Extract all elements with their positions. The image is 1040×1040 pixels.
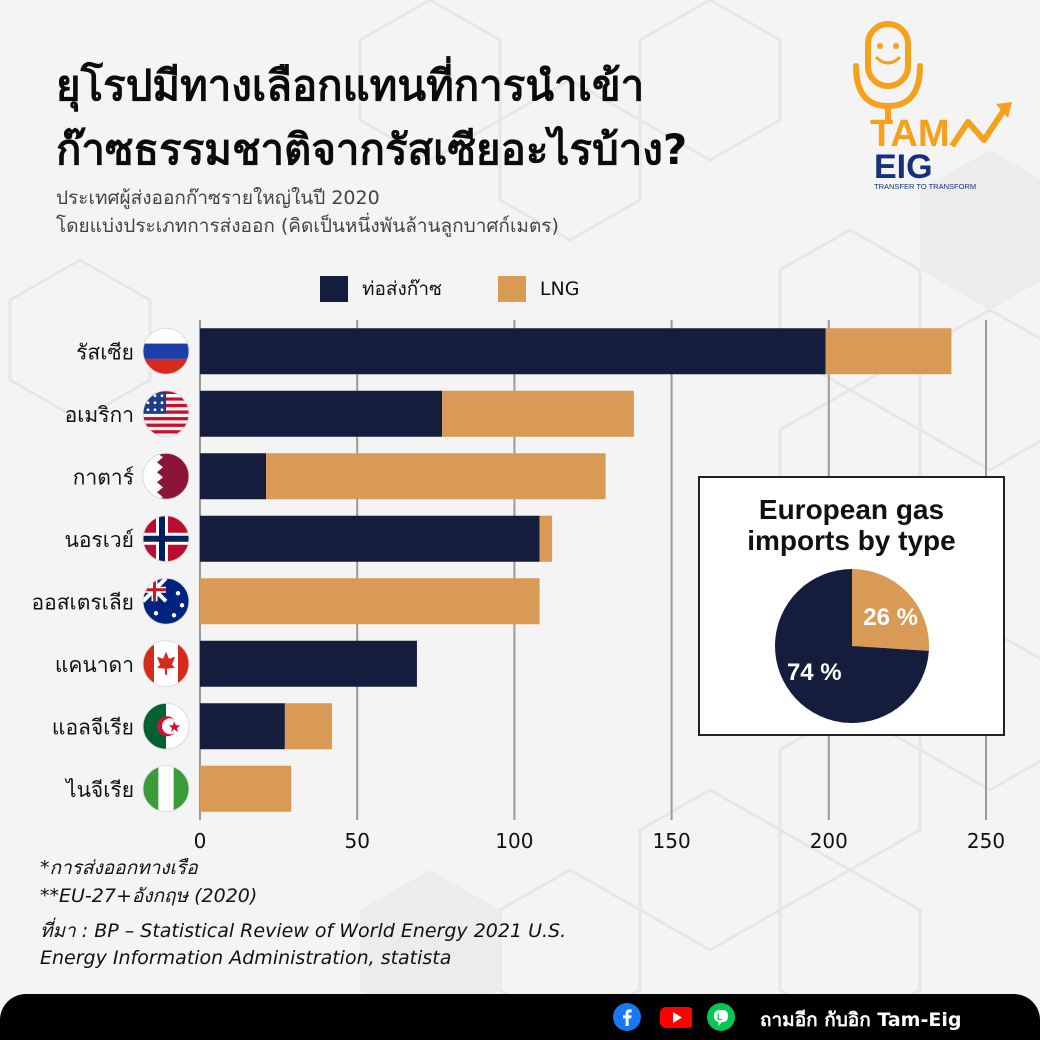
legend-item-lng: LNG [497,276,580,302]
bar-lng [539,515,553,562]
bar-pipeline [200,328,826,375]
category-label: รัสเซีย [76,340,134,364]
norway-flag-icon [142,515,190,563]
pie-chart-panel: European gas imports by type 26 % 74 % [698,476,1005,736]
x-tick-label: 100 [495,829,533,853]
bar-lng [266,453,606,500]
legend-swatch-pipeline [320,276,348,302]
bar-pipeline [200,390,443,437]
page-subtitle: ประเทศผู้ส่งออกก๊าซรายใหญ่ในปี 2020 โดยแ… [56,184,756,240]
source-line-2: Energy Information Administration, stati… [40,947,452,969]
algeria-flag-icon [142,702,190,750]
category-label: นอรเวย์ [64,528,134,552]
youtube-icon[interactable] [656,1002,692,1032]
category-label: ออสเตรเลีย [32,590,135,614]
bar-pipeline [200,453,267,500]
pie-title-line-2: imports by type [747,525,956,556]
legend-swatch-lng [497,276,526,302]
australia-flag-icon [142,577,190,625]
footer-bar: L ถามอีก กับอิก Tam-Eig [0,994,1040,1040]
social-icons: L [612,1002,750,1032]
title-line-2: ก๊าซธรรมชาติจากรัสเซียอะไรบ้าง? [56,125,688,174]
pie-chart: 26 % 74 % [775,569,929,723]
canada-flag-icon [142,640,190,688]
chart-notes: *การส่งออกทางเรือ **EU-27+อังกฤษ (2020) … [40,854,740,972]
pie-slice [775,569,929,723]
note-shipping: *การส่งออกทางเรือ [40,857,198,879]
source-line-1: ที่มา : BP – Statistical Review of World… [40,920,567,942]
svg-text:L: L [717,1012,723,1022]
bar-pipeline [200,640,417,687]
bar-lng [284,703,333,750]
pie-slice-label: 26 % [863,604,918,631]
category-label: อเมริกา [65,403,134,427]
legend-label-lng: LNG [539,278,580,300]
subtitle-line-2: โดยแบ่งประเภทการส่งออก (คิดเป็นหนึ่งพันล… [56,215,559,237]
bar-lng [825,328,952,375]
page-title: ยุโรปมีทางเลือกแทนที่การนำเข้า ก๊าซธรรมช… [56,54,846,182]
russia-flag-icon [142,327,190,375]
pie-slice-label: 74 % [787,659,842,686]
bar-pipeline [200,515,540,562]
bar-lng [200,765,292,812]
category-label: แคนาดา [55,653,134,677]
bar-pipeline [200,703,285,750]
note-eu: **EU-27+อังกฤษ (2020) [40,885,258,907]
facebook-icon[interactable] [612,1002,642,1032]
subtitle-line-1: ประเทศผู้ส่งออกก๊าซรายใหญ่ในปี 2020 [56,187,380,209]
category-label: กาตาร์ [73,465,134,489]
tam-eig-logo: TAM EIG TRANSFER TO TRANSFORM [853,21,1012,191]
legend-label-pipeline: ท่อส่งก๊าซ [362,278,442,300]
bar-lng [442,390,634,437]
pie-slice [852,569,929,651]
pie-title: European gas imports by type [700,494,1003,556]
nigeria-flag-icon [142,765,190,813]
bar-lng [200,578,540,625]
qatar-flag-icon [142,452,190,500]
line-icon[interactable]: L [706,1002,736,1032]
pie-title-line-1: European gas [758,494,945,525]
x-tick-label: 150 [653,829,691,853]
usa-flag-icon [142,390,190,438]
logo-text-top: TAM [870,113,950,155]
x-tick-label: 250 [967,829,1005,853]
microphone-smile-icon [853,21,923,121]
logo-tagline: TRANSFER TO TRANSFORM [874,182,976,191]
category-label: แอลจีเรีย [52,715,134,739]
logo-text-bottom: EIG [874,148,933,186]
category-label: ไนจีเรีย [64,778,134,802]
x-tick-label: 200 [810,829,848,853]
x-tick-label: 50 [344,829,369,853]
chart-legend: ท่อส่งก๊าซ LNG [320,274,635,304]
title-line-1: ยุโรปมีทางเลือกแทนที่การนำเข้า [56,61,645,110]
source-note: ที่มา : BP – Statistical Review of World… [40,918,740,972]
legend-item-pipeline: ท่อส่งก๊าซ [320,274,442,304]
footer-channel-name: ถามอีก กับอิก Tam-Eig [760,1009,962,1031]
x-tick-label: 0 [194,829,207,853]
